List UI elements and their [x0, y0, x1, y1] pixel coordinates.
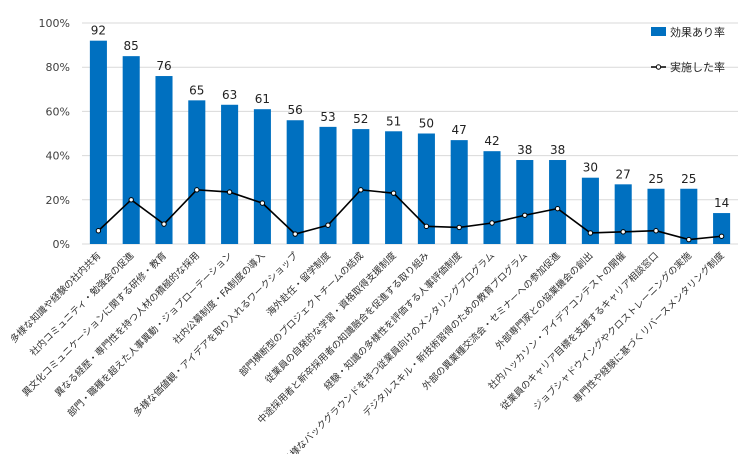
bar [155, 76, 173, 244]
line-point [587, 230, 594, 236]
bar [221, 104, 239, 245]
bar [647, 188, 665, 244]
bar [549, 160, 567, 244]
legend-label-line: 実施した率 [670, 60, 725, 74]
bar-data-label: 76 [156, 59, 171, 73]
bar [253, 109, 271, 244]
legend-swatch-line-marker [655, 64, 662, 70]
x-category-label: 海外赴任・留学制度 [264, 249, 333, 318]
bar-data-label: 61 [255, 92, 270, 106]
bar [352, 129, 370, 244]
line-point [554, 205, 561, 212]
line-point [620, 229, 626, 235]
y-tick-label: 20% [46, 194, 70, 207]
line-point [292, 231, 298, 237]
x-category-label: 専門性や経験に基づくリバースメンタリング制度 [571, 249, 727, 405]
bar-data-label: 92 [91, 24, 106, 38]
bar [516, 160, 534, 244]
line-point [390, 190, 397, 196]
bar-data-label: 65 [189, 83, 204, 97]
bar [450, 140, 468, 244]
bar [122, 56, 140, 245]
line-point [358, 187, 364, 193]
y-tick-label: 0% [53, 238, 70, 251]
bar-data-label: 51 [386, 114, 401, 128]
line-point [456, 224, 462, 231]
bar-data-label: 47 [452, 123, 467, 137]
bar-data-label: 63 [222, 88, 237, 102]
bar [680, 188, 698, 244]
line-point [325, 222, 331, 228]
y-tick-label: 60% [46, 105, 70, 118]
line-point [522, 212, 528, 218]
line-point [259, 200, 266, 206]
legend-label-bar: 効果あり率 [670, 25, 725, 39]
line-point [718, 233, 725, 239]
bar [417, 133, 435, 244]
x-category-label: 異文化コミュニケーションに関する研修・教育 [20, 250, 169, 399]
bar [188, 100, 206, 244]
bar-data-label: 25 [681, 172, 696, 186]
y-axis-ticks: 0% 20% 40% 60% 80% 100% [39, 17, 70, 251]
y-tick-label: 40% [46, 150, 70, 163]
bar-data-label: 25 [648, 172, 663, 186]
bar [581, 177, 599, 244]
line-series [95, 187, 725, 243]
y-tick-label: 80% [46, 61, 70, 74]
line-point [653, 228, 659, 234]
line-point [161, 221, 167, 227]
bar-data-label: 30 [583, 161, 598, 175]
bar [385, 131, 403, 244]
bar-data-label: 50 [419, 117, 434, 131]
line-point [226, 189, 233, 195]
bar-data-label: 38 [550, 143, 565, 157]
bar [483, 151, 501, 244]
bar [713, 213, 731, 244]
line-point [128, 197, 134, 203]
legend: 効果あり率 実施した率 [651, 25, 725, 74]
y-tick-label: 100% [39, 17, 70, 30]
bar-data-label: 53 [320, 110, 335, 124]
bar-data-label: 14 [714, 196, 729, 210]
bar [89, 40, 107, 245]
bar-data-label: 52 [353, 112, 368, 126]
line-path [97, 189, 722, 241]
line-point [686, 236, 692, 243]
line-point [423, 223, 430, 230]
bar-data-label: 56 [288, 103, 303, 117]
bars [89, 40, 731, 245]
line-point [194, 187, 200, 193]
line-point [95, 228, 102, 234]
bar-data-label: 27 [616, 167, 631, 181]
x-axis-category-labels: 多様な知識や経験の社内共有社内コミュニティ・勉強会の促進異文化コミュニケーション… [8, 249, 727, 454]
line-point [489, 220, 495, 226]
bar-data-label: 85 [124, 39, 139, 53]
bar-data-label: 42 [484, 134, 499, 148]
x-category-label: 従業員のキャリア目標を支援するキャリア相談窓口 [498, 250, 661, 413]
bar-data-label: 38 [517, 143, 532, 157]
bar-data-labels: 92 85 76 65 63 61 56 53 52 51 50 47 42 38 38 30 27 25 25 14 [91, 24, 729, 210]
bar [319, 126, 337, 244]
legend-swatch-bar [651, 27, 666, 36]
bar [614, 184, 632, 244]
bar [286, 120, 304, 244]
